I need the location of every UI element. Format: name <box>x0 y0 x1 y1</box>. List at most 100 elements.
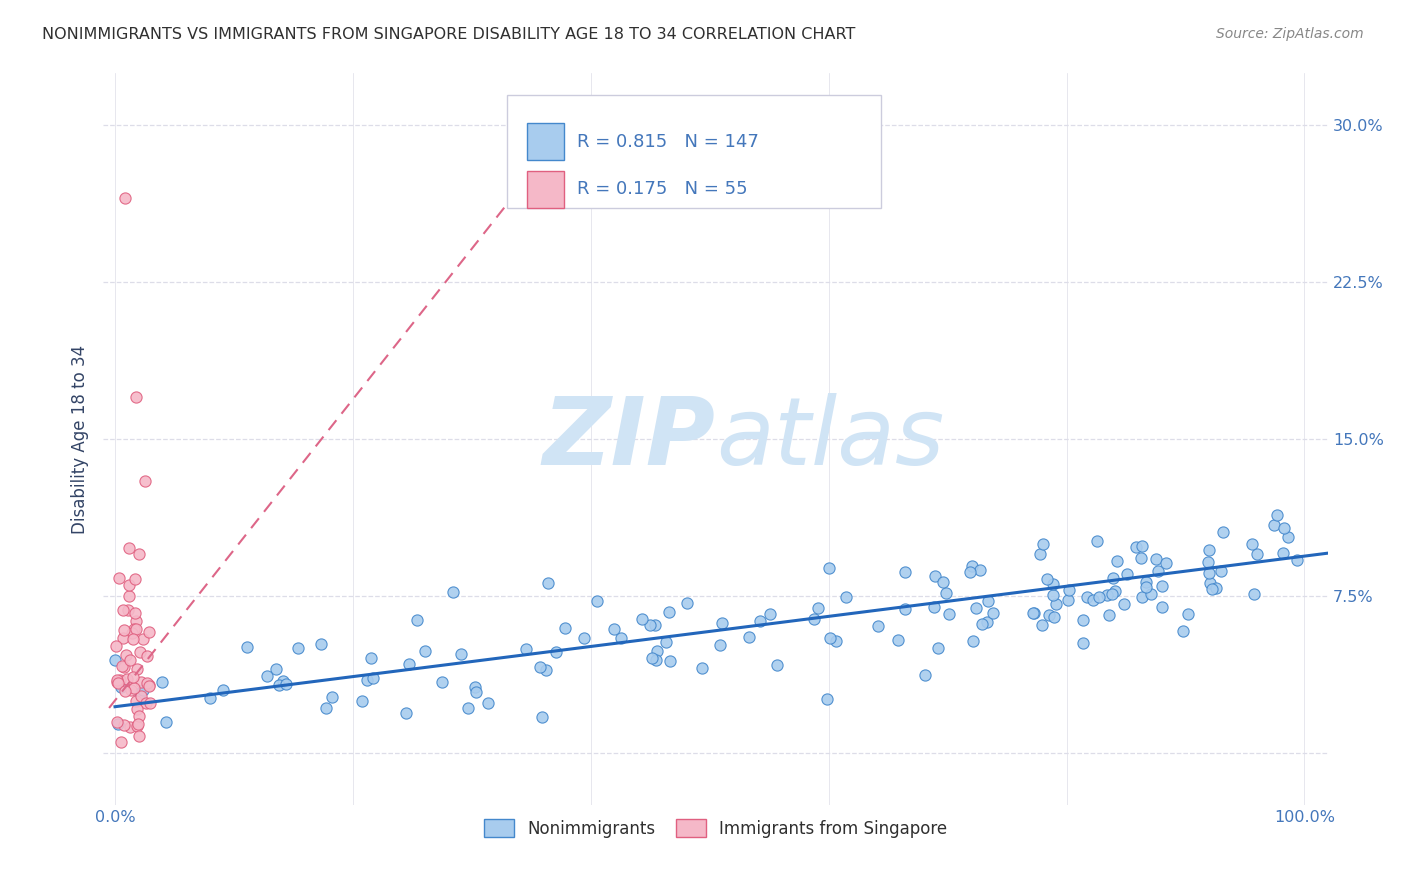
Point <box>120 683 142 698</box>
Point <box>1105 554 1128 568</box>
Point <box>1201 582 1223 597</box>
Point <box>1154 557 1177 571</box>
Point <box>464 681 486 695</box>
Point <box>765 658 787 673</box>
Point <box>825 634 848 648</box>
Point <box>1098 607 1121 622</box>
Point <box>1042 577 1064 591</box>
Point <box>641 650 664 665</box>
Point <box>135 648 157 663</box>
Point <box>981 606 1004 620</box>
Point <box>932 574 955 589</box>
Point <box>129 674 152 689</box>
Point <box>603 623 626 637</box>
Point <box>1285 553 1308 567</box>
Point <box>935 585 957 599</box>
Point <box>1144 552 1167 566</box>
Point <box>125 390 148 404</box>
Point <box>1173 624 1195 638</box>
Point <box>136 676 159 690</box>
Point <box>115 648 138 662</box>
Point <box>894 602 917 616</box>
Point <box>546 645 568 659</box>
Point <box>1045 598 1067 612</box>
Point <box>112 660 135 674</box>
Point <box>965 601 987 615</box>
Point <box>1246 548 1268 562</box>
Point <box>134 474 156 488</box>
Point <box>128 686 150 700</box>
Point <box>835 590 858 604</box>
Point <box>441 585 464 599</box>
Point <box>110 681 132 695</box>
Point <box>868 619 890 633</box>
Point <box>976 615 998 630</box>
Point <box>200 690 222 705</box>
Point <box>118 578 141 592</box>
Point <box>530 709 553 723</box>
Point <box>676 596 699 610</box>
Point <box>150 675 173 690</box>
Point <box>537 576 560 591</box>
Point <box>413 644 436 658</box>
Point <box>131 683 153 698</box>
Point <box>124 573 146 587</box>
Point <box>122 622 145 636</box>
Point <box>887 633 910 648</box>
Point <box>155 714 177 729</box>
Point <box>1071 636 1094 650</box>
Point <box>709 638 731 652</box>
Point <box>1212 524 1234 539</box>
Point <box>1076 590 1098 604</box>
Text: Source: ZipAtlas.com: Source: ZipAtlas.com <box>1216 27 1364 41</box>
Point <box>1199 576 1222 591</box>
Point <box>104 653 127 667</box>
Point <box>1071 613 1094 627</box>
Point <box>112 631 135 645</box>
Point <box>818 561 841 575</box>
Text: atlas: atlas <box>716 393 943 484</box>
Point <box>1095 588 1118 602</box>
Point <box>122 681 145 695</box>
Point <box>647 644 669 658</box>
Point <box>1130 590 1153 604</box>
Point <box>645 653 668 667</box>
Point <box>1197 555 1219 569</box>
Point <box>572 631 595 645</box>
Text: R = 0.175   N = 55: R = 0.175 N = 55 <box>578 180 748 198</box>
Point <box>640 618 662 632</box>
Point <box>806 600 828 615</box>
Point <box>977 594 1000 608</box>
Point <box>118 541 141 555</box>
Point <box>1265 508 1288 523</box>
Point <box>356 673 378 687</box>
Point <box>818 631 841 645</box>
Point <box>128 645 150 659</box>
Point <box>127 662 149 676</box>
Point <box>1022 606 1045 620</box>
Point <box>315 701 337 715</box>
Point <box>477 697 499 711</box>
Point <box>1240 537 1263 551</box>
Point <box>121 632 143 647</box>
Point <box>112 718 135 732</box>
Point <box>129 689 152 703</box>
Point <box>738 630 761 644</box>
Point <box>1129 551 1152 566</box>
Point <box>1177 607 1199 622</box>
Point <box>138 679 160 693</box>
Point <box>1198 543 1220 558</box>
Point <box>1101 587 1123 601</box>
Point <box>529 660 551 674</box>
Point <box>969 563 991 577</box>
Point <box>893 566 915 580</box>
Point <box>309 637 332 651</box>
Point <box>711 616 734 631</box>
Point <box>815 691 838 706</box>
Point <box>287 640 309 655</box>
Point <box>256 669 278 683</box>
Point <box>970 617 993 632</box>
Point <box>1021 606 1043 620</box>
Point <box>128 547 150 561</box>
Point <box>1116 566 1139 581</box>
